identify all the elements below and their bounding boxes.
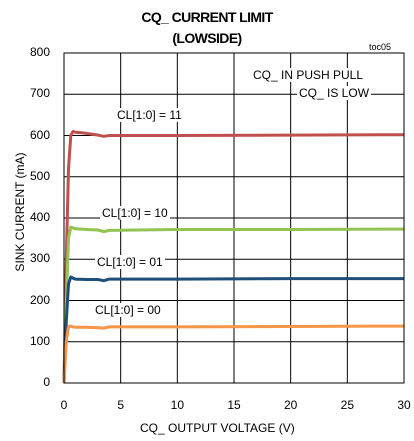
annotation-push-pull: CQ_ IN PUSH PULL <box>251 68 366 82</box>
series-line-0 <box>62 129 405 384</box>
y-tick-label: 700 <box>29 86 50 101</box>
label-cl-00: CL[1:0] = 00 <box>93 303 163 317</box>
chart-title: CQ_ CURRENT LIMIT <box>141 9 273 25</box>
y-tick-label: 500 <box>29 168 50 183</box>
y-tick-label: 300 <box>29 251 50 266</box>
y-tick-label: 800 <box>29 45 50 59</box>
label-cl-01: CL[1:0] = 01 <box>95 255 165 269</box>
x-tick-label: 5 <box>117 398 124 412</box>
y-tick-label: 100 <box>29 333 50 348</box>
series-line-1 <box>62 225 405 384</box>
series-lines <box>62 129 405 384</box>
x-tick-label: 20 <box>283 398 298 412</box>
y-tick-label: 200 <box>29 292 50 307</box>
x-tick-label: 30 <box>397 398 411 412</box>
x-tick-label: 0 <box>60 398 68 412</box>
series-line-3 <box>62 324 405 384</box>
y-tick-label: 600 <box>29 127 50 142</box>
label-cl-10: CL[1:0] = 10 <box>100 206 170 220</box>
x-axis-label: CQ_ OUTPUT VOLTAGE (V) <box>140 421 295 435</box>
label-cl-11: CL[1:0] = 11 <box>115 108 184 122</box>
y-axis-label: SINK CURRENT (mA) <box>13 152 27 272</box>
chart-tag: toc05 <box>369 42 392 52</box>
y-tick-label: 400 <box>29 210 50 224</box>
chart-subtitle: (LOWSIDE) <box>172 30 242 46</box>
x-tick-label: 25 <box>340 398 354 412</box>
x-tick-label: 10 <box>170 398 184 412</box>
y-tick-label: 0 <box>43 375 50 389</box>
x-tick-label: 15 <box>227 398 241 412</box>
annotation-cq-low: CQ_ IS LOW <box>297 86 372 100</box>
series-line-2 <box>62 275 404 384</box>
plot-frame <box>63 52 405 384</box>
